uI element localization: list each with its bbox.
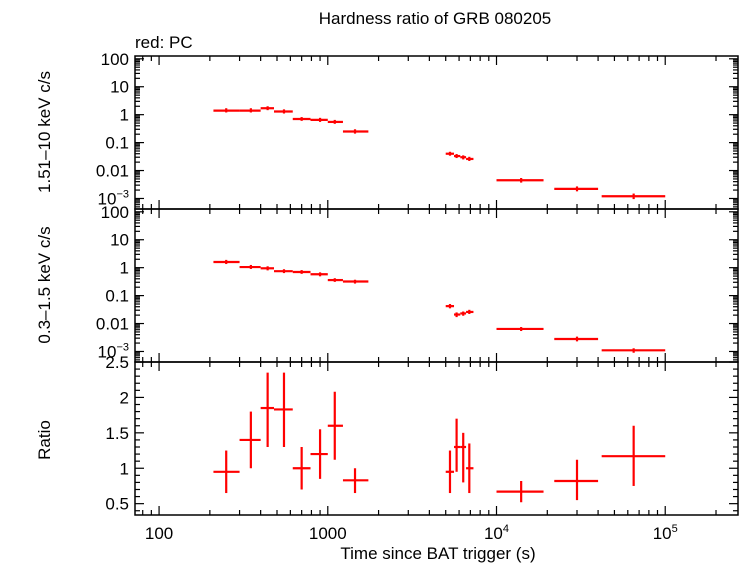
data-point	[342, 129, 369, 134]
y-tick-label: 0.1	[105, 287, 129, 306]
data-point	[310, 429, 328, 479]
y-tick-label: 100	[101, 50, 129, 69]
x-tick-label: 100	[145, 524, 173, 543]
chart-title: Hardness ratio of GRB 080205	[319, 9, 551, 28]
data-point	[239, 108, 261, 113]
data-point	[466, 443, 474, 494]
data-point	[445, 151, 455, 156]
data-point	[460, 432, 467, 483]
data-point	[460, 155, 467, 160]
data-point	[292, 117, 311, 121]
data-point	[292, 270, 311, 274]
x-tick-label: 105	[653, 523, 678, 543]
y-tick-label: 10−3	[98, 188, 129, 208]
data-point	[213, 259, 240, 265]
data-point	[342, 468, 369, 494]
data-point	[274, 109, 293, 114]
x-tick-label: 104	[484, 523, 509, 543]
chart-subtitle: red: PC	[135, 33, 193, 52]
y-tick-label: 2	[120, 388, 129, 407]
y-tick-label: 10	[110, 231, 129, 250]
data-point	[445, 304, 455, 309]
data-point	[554, 186, 599, 192]
y-tick-label: 0.01	[96, 315, 129, 334]
panel-frame	[134, 55, 739, 210]
y-axis-title-top: 1.51–10 keV c/s	[35, 71, 54, 193]
data-point	[554, 336, 599, 342]
data-point	[342, 279, 369, 284]
data-point	[213, 450, 240, 494]
data-point	[601, 425, 666, 486]
data-point	[601, 193, 666, 200]
data-point	[327, 278, 343, 282]
data-point	[274, 269, 293, 274]
data-point	[454, 418, 461, 472]
y-tick-label: 0.1	[105, 134, 129, 153]
panel-0: 100 10 1 0.1 0.01 10−3	[96, 50, 739, 210]
y-tick-label: 0.01	[96, 162, 129, 181]
data-point	[239, 264, 261, 269]
data-point	[445, 450, 455, 494]
y-tick-label: 10	[110, 78, 129, 97]
data-point	[327, 119, 343, 124]
data-point	[260, 372, 275, 447]
data-point	[310, 117, 328, 122]
data-point	[213, 108, 240, 113]
data-point	[496, 327, 544, 332]
panel-2: 2.5 2 1.5 1 0.5	[105, 353, 739, 516]
data-point	[310, 272, 328, 277]
data-point	[454, 154, 461, 159]
panels: 1001010.10.0110−31001010.10.0110−32.521.…	[96, 50, 739, 543]
data-point	[466, 156, 474, 161]
data-point	[554, 459, 599, 501]
data-point	[292, 447, 311, 490]
x-axis: 100 1000 104 105	[145, 523, 678, 543]
y-tick-label: 1	[120, 259, 129, 278]
data-point	[496, 178, 544, 183]
y-tick-label: 0.5	[105, 495, 129, 514]
y-tick-label: 1.5	[105, 424, 129, 443]
data-point	[454, 312, 461, 318]
data-point	[466, 309, 474, 314]
data-point	[496, 481, 544, 503]
y-tick-label: 100	[101, 203, 129, 222]
y-tick-label: 1	[120, 459, 129, 478]
y-axis-title-middle: 0.3–1.5 keV c/s	[35, 226, 54, 343]
panel-frame	[134, 361, 739, 516]
data-point	[239, 411, 261, 469]
x-tick-label: 1000	[309, 524, 347, 543]
data-point	[260, 266, 275, 271]
y-tick-label: 10−3	[98, 341, 129, 361]
data-point	[460, 311, 467, 316]
y-axis-title-bottom: Ratio	[35, 420, 54, 460]
x-axis-title: Time since BAT trigger (s)	[340, 544, 535, 563]
data-point	[601, 348, 666, 353]
data-point	[260, 106, 275, 111]
data-point	[274, 372, 293, 447]
y-tick-label: 2.5	[105, 353, 129, 372]
panel-frame	[134, 208, 739, 363]
panel-1: 100 10 1 0.1 0.01 10−3	[96, 203, 739, 363]
data-point	[327, 391, 343, 460]
y-tick-label: 1	[120, 106, 129, 125]
